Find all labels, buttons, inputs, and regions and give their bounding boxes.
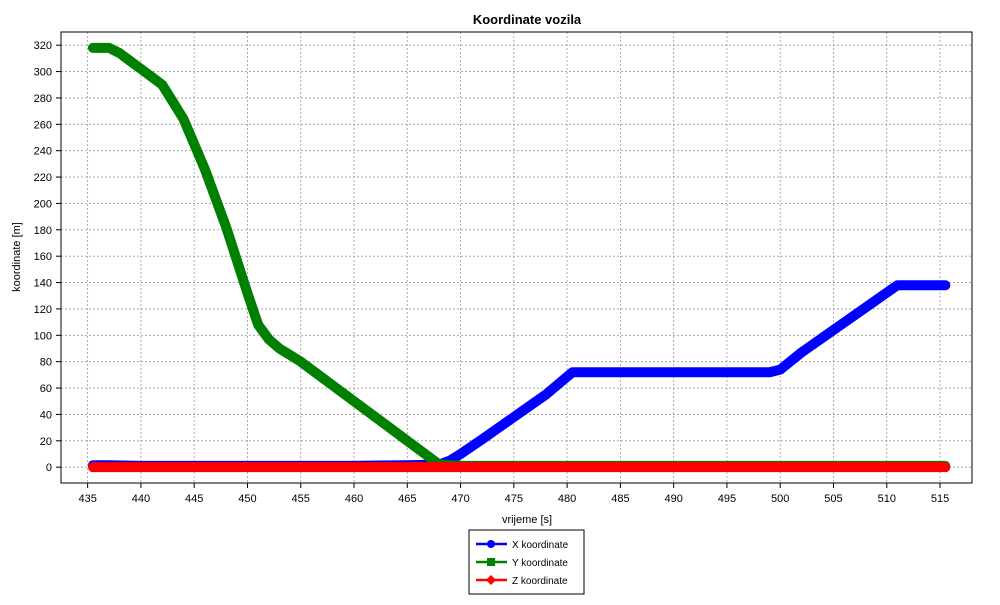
x-tick-label: 515 xyxy=(931,493,949,505)
x-tick-label: 475 xyxy=(505,493,523,505)
x-tick-label: 495 xyxy=(718,493,736,505)
x-tick-label: 470 xyxy=(451,493,469,505)
legend: X koordinate Y koordinate Z koordinate xyxy=(468,529,585,595)
legend-box xyxy=(468,529,585,595)
x-tick-label: 505 xyxy=(824,493,842,505)
y-tick-label: 0 xyxy=(46,462,52,474)
y-tick-label: 220 xyxy=(34,172,52,184)
y-axis-label: koordinate [m] xyxy=(11,222,23,292)
legend-marker-y xyxy=(487,558,495,566)
y-tick-label: 40 xyxy=(40,409,52,421)
legend-label-z: Z koordinate xyxy=(512,576,568,587)
legend-marker-z xyxy=(486,575,496,585)
x-tick-label: 450 xyxy=(238,493,256,505)
y-tick-label: 180 xyxy=(34,225,52,237)
y-tick-label: 160 xyxy=(34,251,52,263)
y-tick-label: 260 xyxy=(34,119,52,131)
series-layer xyxy=(87,42,951,473)
y-tick-label: 240 xyxy=(34,146,52,158)
x-tick-label: 500 xyxy=(771,493,789,505)
y-tick-label: 120 xyxy=(34,304,52,316)
x-tick-label: 480 xyxy=(558,493,576,505)
y-tick-label: 280 xyxy=(34,93,52,105)
legend-label-y: Y koordinate xyxy=(512,558,568,569)
x-tick-label: 465 xyxy=(398,493,416,505)
x-axis-label: vrijeme [s] xyxy=(502,514,552,526)
plot-area-frame xyxy=(60,31,973,484)
legend-marker-x xyxy=(487,540,495,548)
y-tick-label: 20 xyxy=(40,436,52,448)
x-tick-label: 510 xyxy=(878,493,896,505)
x-tick-label: 455 xyxy=(292,493,310,505)
x-tick-label: 440 xyxy=(132,493,150,505)
x-tick-label: 445 xyxy=(185,493,203,505)
x-tick-label: 485 xyxy=(611,493,629,505)
x-tick-label: 490 xyxy=(664,493,682,505)
y-tick-label: 80 xyxy=(40,357,52,369)
grid xyxy=(61,32,972,483)
y-tick-label: 200 xyxy=(34,198,52,210)
x-tick-label: 460 xyxy=(345,493,363,505)
y-tick-label: 320 xyxy=(34,40,52,52)
x-tick-label: 435 xyxy=(78,493,96,505)
y-tick-label: 300 xyxy=(34,67,52,79)
y-tick-label: 60 xyxy=(40,383,52,395)
chart-title: Koordinate vozila xyxy=(473,12,582,27)
legend-label-x: X koordinate xyxy=(512,540,569,551)
y-tick-label: 140 xyxy=(34,278,52,290)
axes: 435 440 445 450 455 460 465 470 475 480 485 490 495 5… xyxy=(34,40,950,505)
y-tick-label: 100 xyxy=(34,330,52,342)
